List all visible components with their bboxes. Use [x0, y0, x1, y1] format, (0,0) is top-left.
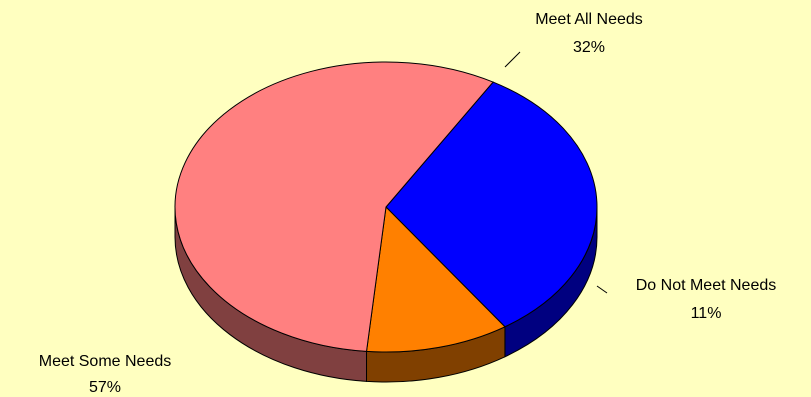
pie-sides — [174, 206, 598, 383]
slice-label-do-not-meet-needs: Do Not Meet Needs — [636, 277, 777, 294]
leader-lines — [504, 51, 608, 294]
slice-percent-meet-some-needs: 57% — [89, 379, 121, 396]
slice-label-meet-some-needs: Meet Some Needs — [39, 353, 172, 370]
slice-label-group-some: Meet Some Needs 57% — [39, 353, 172, 396]
slice-label-group-not: Do Not Meet Needs 11% — [636, 277, 777, 322]
slice-label-meet-all-needs: Meet All Needs — [535, 11, 643, 28]
pie-slice-1 — [365, 205, 506, 353]
slice-percent-do-not-meet-needs: 11% — [691, 305, 722, 322]
pie-slice-0 — [385, 81, 598, 328]
pie-top — [174, 61, 598, 353]
slice-label-group-all: Meet All Needs 32% — [535, 11, 643, 56]
leader-line-0 — [504, 51, 521, 68]
pie-slice-2 — [174, 61, 494, 352]
leader-line-1 — [596, 285, 608, 294]
slice-percent-meet-all-needs: 32% — [573, 39, 605, 56]
